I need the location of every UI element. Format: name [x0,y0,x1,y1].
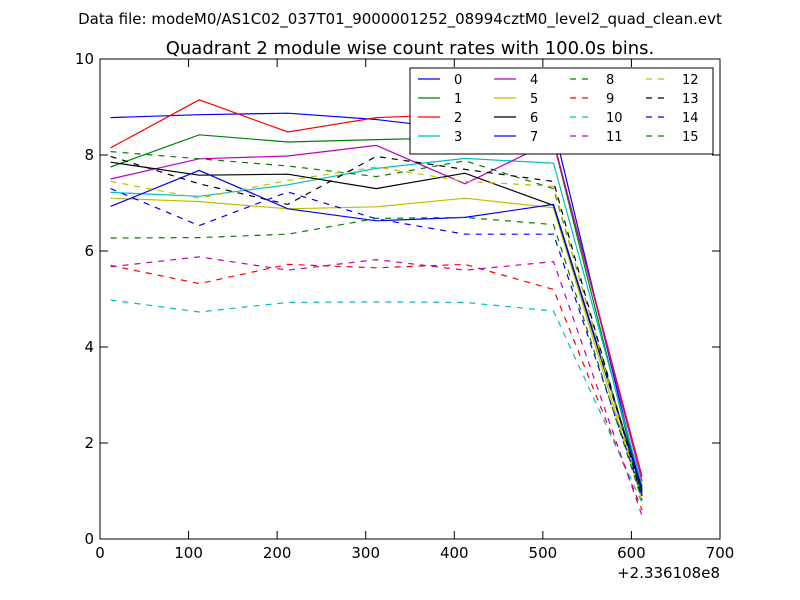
legend-label: 11 [606,130,623,145]
legend-entry-2: 2 [418,111,462,126]
legend-label: 1 [454,92,462,107]
x-tick-label: 600 [617,544,646,562]
legend-label: 2 [454,111,462,126]
x-tick-label: 200 [263,544,292,562]
legend-entry-12: 12 [646,73,699,88]
series-line-12 [110,166,643,502]
legend-label: 14 [682,111,699,126]
legend-entry-7: 7 [494,130,538,145]
x-tick-label: 700 [706,544,735,562]
legend-entry-8: 8 [570,73,614,88]
legend-label: 3 [454,130,462,145]
legend-frame [409,67,714,155]
legend-label: 9 [606,92,614,107]
legend-entry-10: 10 [570,111,623,126]
series-line-14 [110,188,643,496]
y-tick-label: 4 [84,338,94,356]
legend-label: 15 [682,130,699,145]
legend-entry-14: 14 [646,111,699,126]
series-line-10 [110,299,643,504]
legend-entry-13: 13 [646,92,699,107]
legend-label: 7 [530,130,538,145]
legend-entry-9: 9 [570,92,614,107]
legend-entry-3: 3 [418,130,462,145]
legend-label: 10 [606,111,623,126]
y-tick-label: 10 [75,50,94,68]
legend-label: 12 [682,73,699,88]
x-tick-label: 0 [95,544,105,562]
legend-label: 5 [530,92,538,107]
legend-entry-0: 0 [418,73,462,88]
x-tick-label: 300 [351,544,380,562]
series-line-15 [110,216,643,501]
legend-entry-15: 15 [646,130,699,145]
series-line-7 [110,169,643,489]
chart-title: Quadrant 2 module wise count rates with … [166,38,655,59]
y-tick-label: 2 [84,434,94,452]
legend-entry-5: 5 [494,92,538,107]
legend-label: 8 [606,73,614,88]
legend-label: 6 [530,111,538,126]
legend-entry-1: 1 [418,92,462,107]
legend-entry-4: 4 [494,73,538,88]
x-tick-label: 500 [529,544,558,562]
series-line-8 [110,151,643,496]
series-line-5 [110,197,643,501]
legend-label: 0 [454,73,462,88]
series-line-9 [110,263,643,511]
figure-suptitle: Data file: modeM0/AS1C02_037T01_90000012… [78,10,722,29]
y-tick-label: 8 [84,146,94,164]
y-tick-label: 6 [84,242,94,260]
legend-entry-6: 6 [494,111,538,126]
legend-label: 13 [682,92,699,107]
y-tick-label: 0 [84,530,94,548]
x-tick-label: 100 [174,544,203,562]
legend-label: 4 [530,73,538,88]
x-offset-label: +2.336108e8 [617,564,720,582]
series-line-3 [110,157,643,487]
legend-entry-11: 11 [570,130,623,145]
series-line-11 [110,256,643,517]
x-tick-label: 400 [440,544,469,562]
